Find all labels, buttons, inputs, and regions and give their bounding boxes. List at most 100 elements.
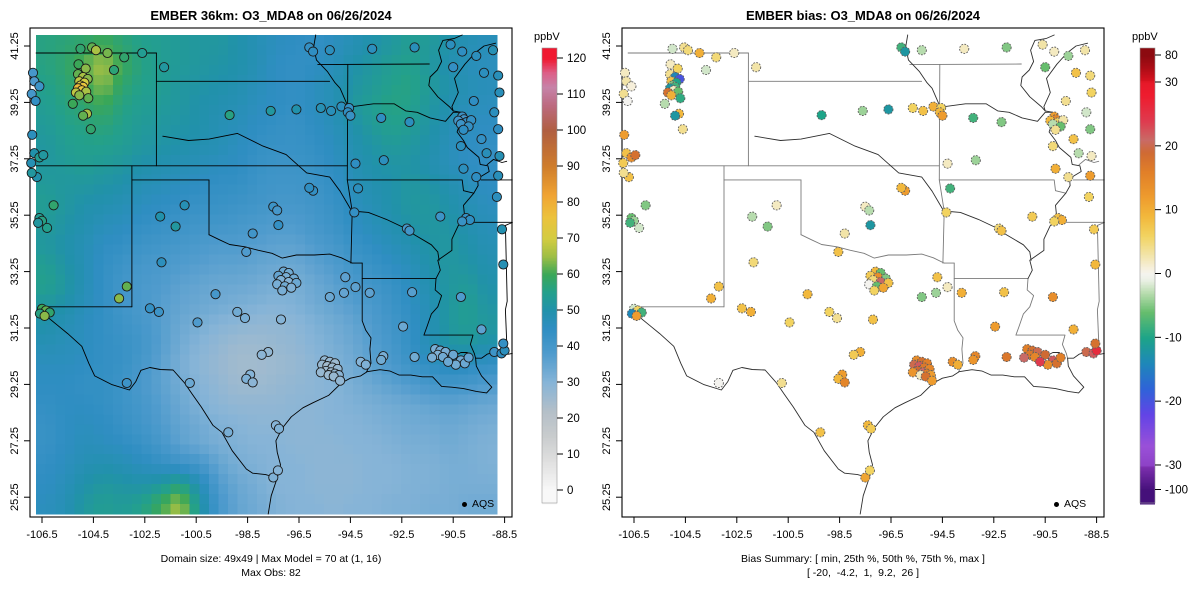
station-dot — [848, 349, 859, 360]
station-dot — [247, 377, 258, 388]
station-dot — [340, 272, 351, 283]
colorbar-tick-label: 20 — [567, 413, 580, 425]
station-dot — [1086, 87, 1097, 98]
station-dot — [445, 39, 456, 50]
colorbar-tick-label: -30 — [1165, 460, 1182, 472]
station-dot — [865, 423, 877, 434]
station-dot — [631, 310, 642, 321]
station-dot — [90, 45, 102, 56]
station-dot — [102, 47, 113, 59]
station-dot — [476, 324, 487, 335]
station-dot — [80, 63, 91, 74]
x-tick-label: -92.5 — [389, 529, 414, 541]
colorbar-tick-label: -10 — [1165, 332, 1182, 344]
station-dot — [1085, 170, 1096, 181]
colorbar-tick-label: 10 — [567, 449, 580, 461]
colorbar-tick-label: 100 — [567, 125, 586, 137]
station-dot — [443, 356, 454, 367]
x-tick-label: -100.5 — [181, 529, 212, 541]
y-tick-label: 33.25 — [601, 258, 613, 286]
station-dot — [239, 313, 251, 324]
x-tick-label: -104.5 — [670, 529, 701, 541]
colorbar-tick-label: 70 — [567, 233, 580, 245]
station-dot — [1050, 124, 1061, 135]
station-dot — [869, 285, 880, 296]
station-dot — [942, 158, 953, 169]
y-tick-label: 41.25 — [9, 32, 21, 60]
x-tick-label: -96.5 — [878, 529, 903, 541]
colorbar-tick-label: 20 — [1165, 141, 1178, 153]
station-dot — [942, 282, 953, 293]
station-dot — [448, 349, 459, 360]
station-dot — [831, 313, 843, 324]
station-dot — [1079, 45, 1091, 56]
station-dot — [706, 293, 717, 304]
station-dot — [618, 167, 629, 178]
station-dot — [900, 46, 911, 57]
station-dot — [932, 272, 943, 283]
station-dot — [941, 207, 952, 218]
station-dot — [458, 124, 469, 135]
domain-size-caption: Domain size: 49x49 | Max Model = 70 at (… — [160, 553, 382, 565]
station-dot — [398, 321, 409, 332]
station-dot — [345, 110, 356, 121]
station-dot — [619, 129, 630, 140]
station-dot — [700, 64, 712, 76]
x-tick-label: -98.5 — [827, 529, 852, 541]
station-dot — [970, 155, 981, 166]
right-axes: -106.5 -104.5 -102.5 -100.5 -98.5 -96.5 -94.5 -… — [601, 32, 1109, 541]
station-dot — [713, 377, 724, 389]
station-dot — [694, 47, 705, 59]
station-dot — [26, 167, 37, 178]
station-dot — [625, 217, 636, 228]
station-dot — [713, 281, 724, 292]
left-panel-caption: Domain size: 49x49 | Max Model = 70 at (… — [30, 552, 512, 580]
station-dot — [619, 67, 631, 78]
station-dot — [38, 150, 49, 161]
x-tick-label: -92.5 — [981, 529, 1006, 541]
station-dot — [74, 90, 85, 101]
obs-station-dots — [26, 39, 510, 483]
x-tick-label: -94.5 — [338, 529, 363, 541]
station-dot — [857, 105, 868, 116]
station-dot — [286, 282, 297, 293]
station-dot — [1050, 163, 1061, 174]
station-dot — [748, 257, 759, 268]
station-dot — [427, 352, 438, 363]
y-tick-label: 37.25 — [9, 145, 21, 173]
colorbar-tick-label: 0 — [567, 485, 573, 497]
colorbar-tick-label: 10 — [1165, 205, 1178, 217]
station-dot — [476, 134, 487, 145]
station-dot — [376, 112, 387, 123]
station-dot — [27, 67, 39, 78]
station-dot — [481, 148, 492, 159]
station-dot — [338, 287, 350, 298]
right-panel-caption: Bias Summary: [ min, 25th %, 50th %, 75t… — [622, 552, 1104, 580]
station-dot — [883, 104, 894, 115]
y-tick-label: 39.25 — [601, 89, 613, 117]
station-dot — [471, 172, 482, 183]
right-map-borders — [627, 34, 1105, 515]
station-dot — [1083, 191, 1094, 202]
y-tick-label: 27.25 — [9, 427, 21, 455]
station-dot — [496, 224, 508, 235]
station-dot — [659, 98, 670, 109]
colorbar-tick-label: -20 — [1165, 396, 1182, 408]
station-dot — [114, 293, 125, 304]
station-dot — [1085, 70, 1096, 81]
y-tick-label: 31.25 — [601, 314, 613, 342]
station-dot — [291, 104, 302, 115]
left-panel-title: EMBER 36km: O3_MDA8 on 06/26/2024 — [150, 8, 392, 23]
station-dot — [865, 220, 876, 231]
right-aqs-legend: AQS — [1054, 498, 1086, 510]
station-dot — [762, 221, 773, 232]
station-dot — [670, 110, 681, 121]
station-dot — [404, 225, 415, 236]
colorbar-tick-label: 90 — [567, 161, 580, 173]
colorbar-tick-label: 80 — [1165, 50, 1178, 62]
station-dot — [1027, 211, 1038, 222]
y-tick-label: 29.25 — [601, 371, 613, 399]
station-dot — [265, 105, 276, 116]
